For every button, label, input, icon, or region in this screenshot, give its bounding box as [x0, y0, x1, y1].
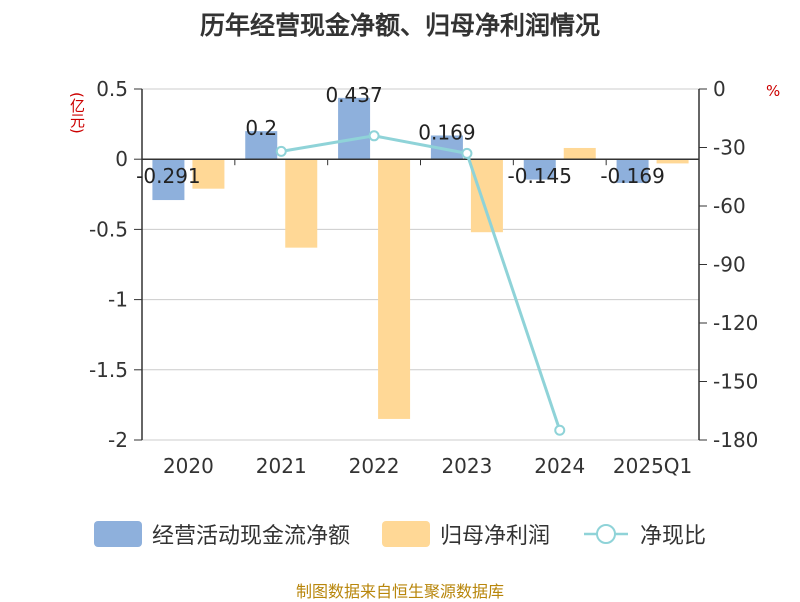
cashflow-bar [616, 159, 649, 183]
x-tick-label: 2023 [441, 454, 492, 478]
legend: 经营活动现金流净额 归母净利润 净现比 [0, 518, 800, 550]
cashflow-data-label: -0.145 [508, 164, 572, 188]
right-tick-label: -120 [713, 311, 758, 335]
legend-swatch-ratio [584, 524, 628, 544]
cashflow-data-label: -0.169 [600, 164, 664, 188]
axes: 0.5 0 -0.5 -1 -1.5 -2 0 -30 -60 -90 -120 -150 -180 20… [89, 77, 758, 478]
right-tick-label: -90 [713, 253, 746, 277]
cashflow-bar [523, 159, 556, 180]
ratio-point [461, 147, 473, 159]
right-tick-label: -150 [713, 370, 758, 394]
ratio-point [368, 130, 380, 142]
data-source-note: 制图数据来自恒生聚源数据库 [295, 582, 504, 601]
legend-swatch-net-profit [381, 521, 430, 547]
legend-label-cashflow: 经营活动现金流净额 [151, 524, 350, 549]
net-profit-bar [470, 159, 503, 233]
cashflow-bar [338, 97, 371, 160]
cashflow-bar [152, 159, 185, 201]
cashflow-data-label: 0.2 [245, 116, 277, 140]
right-tick-label: -180 [713, 428, 758, 452]
right-tick-label: 0 [713, 77, 726, 101]
cashflow-bar [245, 131, 278, 160]
right-axis-unit: % [766, 82, 781, 100]
ratio-point [275, 145, 287, 157]
cashflow-data-label: -0.291 [136, 164, 200, 188]
net-profit-bar [378, 159, 411, 419]
left-tick-label: 0.5 [96, 77, 128, 101]
left-axis-unit: (亿元) [68, 92, 86, 134]
legend-label-net-profit: 归母净利润 [439, 524, 550, 549]
left-tick-label: -1.5 [89, 358, 128, 382]
net-profit-bar [285, 159, 318, 248]
cashflow-bar [430, 135, 463, 160]
data-labels: -0.291 0.2 0.437 0.169 -0.145 -0.169 [136, 83, 665, 188]
ratio-line [275, 130, 566, 436]
left-tick-label: 0 [115, 147, 128, 171]
net-profit-bar [563, 147, 596, 160]
x-tick-label: 2021 [256, 454, 307, 478]
ratio-line-path [281, 134, 562, 431]
x-tick-label: 2025Q1 [613, 454, 692, 478]
legend-item-ratio[interactable]: 净现比 [582, 518, 706, 550]
left-tick-label: -2 [108, 428, 128, 452]
ratio-point [554, 424, 566, 436]
legend-swatch-cashflow [93, 521, 142, 547]
x-tick-label: 2020 [163, 454, 214, 478]
net-profit-bar [656, 159, 689, 164]
grid [142, 88, 699, 441]
legend-item-cashflow[interactable]: 经营活动现金流净额 [93, 518, 350, 550]
chart-title: 历年经营现金净额、归母净利润情况 [199, 11, 600, 40]
net-profit-bar [192, 159, 225, 189]
cashflow-data-label: 0.437 [325, 83, 382, 107]
legend-item-net-profit[interactable]: 归母净利润 [381, 518, 550, 550]
cashflow-data-label: 0.169 [418, 120, 475, 144]
x-tick-label: 2022 [349, 454, 400, 478]
right-tick-label: -60 [713, 194, 746, 218]
left-tick-label: -0.5 [89, 217, 128, 241]
bars [152, 97, 689, 419]
right-tick-label: -30 [713, 136, 746, 160]
x-tick-label: 2024 [534, 454, 585, 478]
legend-label-ratio: 净现比 [640, 524, 707, 549]
left-tick-label: -1 [108, 288, 128, 312]
